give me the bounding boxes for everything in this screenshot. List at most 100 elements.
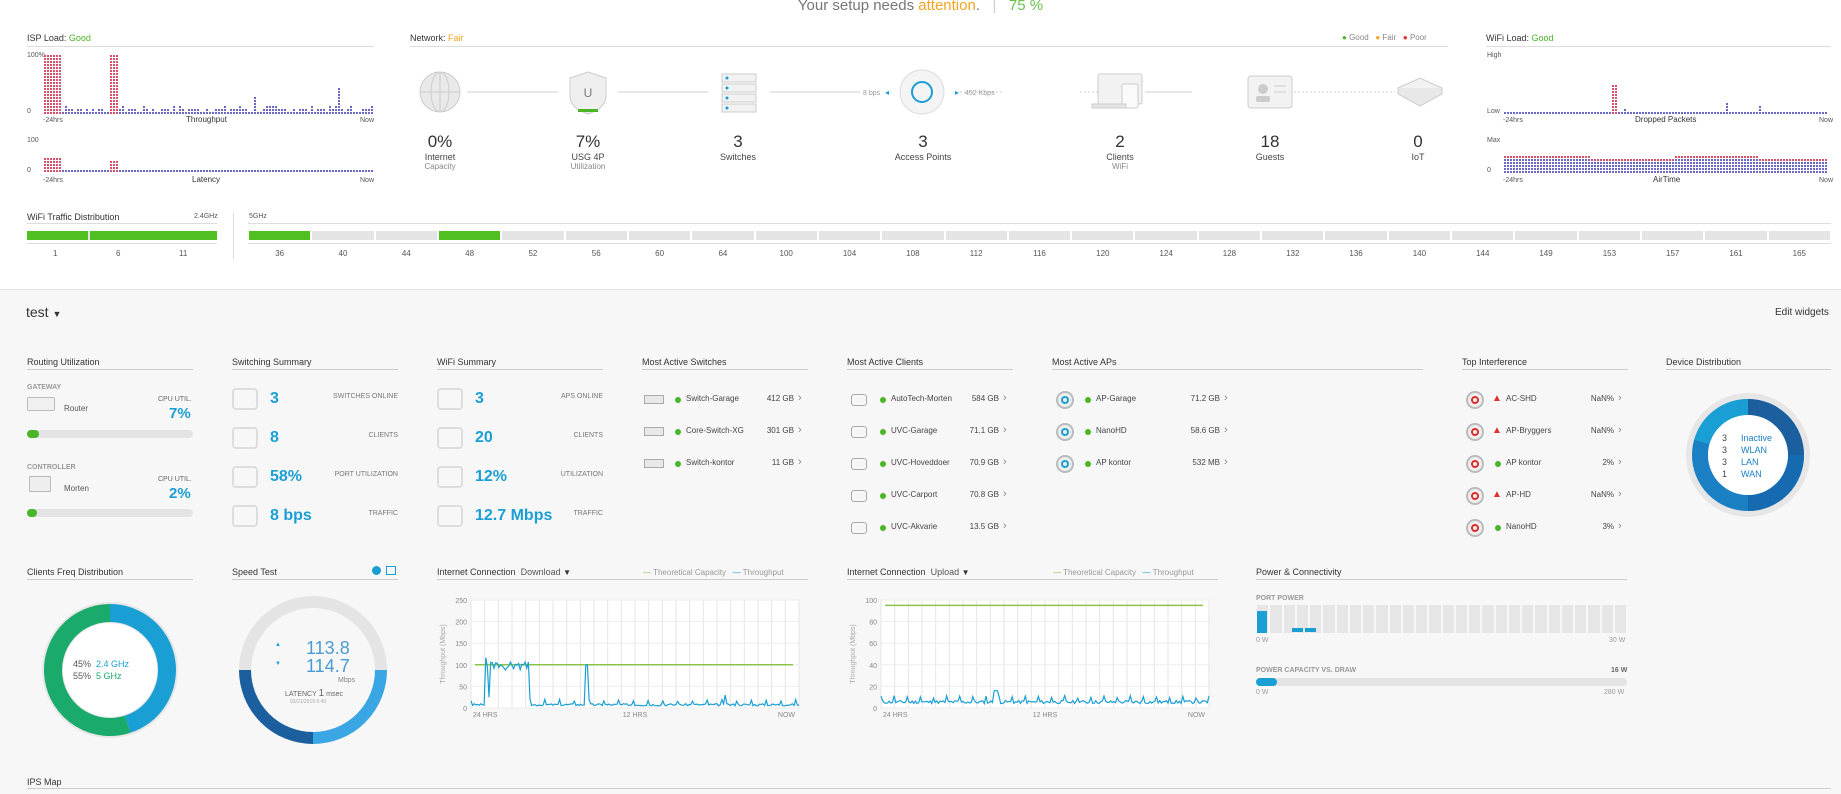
network-node[interactable]: 18 Guests bbox=[1220, 132, 1320, 162]
list-item[interactable]: ▲ AC-SHD NaN% › bbox=[1462, 391, 1628, 409]
speed-test-gauge bbox=[239, 596, 387, 744]
list-item[interactable]: Core-Switch-XG 301 GB › bbox=[642, 424, 808, 440]
throughput-mark bbox=[191, 112, 193, 114]
airtime-mark bbox=[1732, 171, 1734, 173]
airtime-mark bbox=[1555, 165, 1557, 167]
chevron-right-icon[interactable]: › bbox=[798, 456, 802, 468]
site-selector[interactable]: test ▼ bbox=[26, 304, 61, 320]
list-item[interactable]: UVC-Carport 70.8 GB › bbox=[847, 488, 1013, 504]
chevron-down-icon[interactable]: ▼ bbox=[563, 568, 572, 577]
chevron-right-icon[interactable]: › bbox=[1003, 424, 1007, 436]
airtime-mark bbox=[1633, 171, 1635, 173]
latency-mark bbox=[179, 170, 181, 172]
chevron-right-icon[interactable]: › bbox=[1003, 520, 1007, 532]
inet-down-mode[interactable]: Download bbox=[520, 567, 561, 577]
list-item[interactable]: NanoHD 58.6 GB › bbox=[1052, 423, 1234, 441]
port-power-slot bbox=[1363, 605, 1375, 633]
airtime-mark bbox=[1561, 156, 1563, 158]
gateway-cpu-label: CPU UTIL. bbox=[158, 396, 192, 403]
status-attention[interactable]: attention bbox=[918, 0, 976, 14]
list-item[interactable]: Switch-Garage 412 GB › bbox=[642, 392, 808, 408]
chevron-right-icon[interactable]: › bbox=[798, 392, 802, 404]
throughput-mark bbox=[317, 109, 319, 111]
latency-mark bbox=[143, 170, 145, 172]
airtime-mark bbox=[1615, 171, 1617, 173]
airtime-mark bbox=[1636, 165, 1638, 167]
client-icon bbox=[851, 458, 867, 470]
chevron-right-icon[interactable]: › bbox=[1003, 392, 1007, 404]
airtime-mark bbox=[1675, 159, 1677, 161]
airtime-mark bbox=[1657, 159, 1659, 161]
dropped-mark bbox=[1717, 112, 1719, 114]
throughput-mark bbox=[224, 106, 226, 108]
chevron-right-icon[interactable]: › bbox=[1003, 456, 1007, 468]
latency-mark bbox=[296, 170, 298, 172]
airtime-mark bbox=[1705, 168, 1707, 170]
airtime-mark bbox=[1675, 168, 1677, 170]
latency-unit: msec bbox=[326, 691, 343, 698]
chevron-right-icon[interactable]: › bbox=[1003, 488, 1007, 500]
airtime-mark bbox=[1795, 171, 1797, 173]
throughput-mark bbox=[254, 97, 256, 99]
airtime-mark bbox=[1789, 168, 1791, 170]
dropped-mark bbox=[1615, 97, 1617, 99]
chevron-right-icon[interactable]: › bbox=[1618, 520, 1622, 532]
network-node[interactable]: 0 IoT bbox=[1368, 132, 1468, 162]
network-node[interactable]: 7% USG 4P Utilization bbox=[538, 132, 638, 171]
list-item[interactable]: UVC-Garage 71.1 GB › bbox=[847, 424, 1013, 440]
channel-label: 44 bbox=[401, 249, 411, 258]
latency-mark bbox=[104, 170, 106, 172]
throughput-mark bbox=[62, 112, 64, 114]
ap-ring-icon bbox=[1471, 460, 1479, 468]
list-item[interactable]: AP-Garage 71.2 GB › bbox=[1052, 391, 1234, 409]
y-tick: 150 bbox=[455, 641, 467, 648]
throughput-mark bbox=[158, 112, 160, 114]
list-item[interactable]: ▲ AP-Bryggers NaN% › bbox=[1462, 423, 1628, 441]
airtime-mark bbox=[1693, 159, 1695, 161]
airtime-mark bbox=[1531, 168, 1533, 170]
list-item[interactable]: UVC-Hoveddoer 70.9 GB › bbox=[847, 456, 1013, 472]
airtime-mark bbox=[1657, 171, 1659, 173]
play-icon[interactable] bbox=[372, 566, 381, 575]
list-item[interactable]: ▲ AP-HD NaN% › bbox=[1462, 487, 1628, 505]
airtime-mark bbox=[1801, 162, 1803, 164]
airtime-mark bbox=[1582, 159, 1584, 161]
dropped-mark bbox=[1615, 106, 1617, 108]
chevron-right-icon[interactable]: › bbox=[1224, 424, 1228, 436]
history-icon[interactable] bbox=[386, 566, 396, 575]
throughput-mark bbox=[59, 61, 61, 63]
chevron-right-icon[interactable]: › bbox=[1618, 392, 1622, 404]
throughput-mark bbox=[116, 64, 118, 66]
list-item[interactable]: AutoTech-Morten 584 GB › bbox=[847, 392, 1013, 408]
network-node[interactable]: 2 Clients WiFi bbox=[1070, 132, 1170, 171]
network-node[interactable]: 3 Access Points bbox=[873, 132, 973, 162]
airtime-mark bbox=[1624, 162, 1626, 164]
airtime-mark bbox=[1753, 171, 1755, 173]
chevron-right-icon[interactable]: › bbox=[1618, 488, 1622, 500]
chevron-right-icon[interactable]: › bbox=[798, 424, 802, 436]
y-tick: 0 bbox=[873, 706, 877, 713]
list-item[interactable]: NanoHD 3% › bbox=[1462, 519, 1628, 537]
airtime-mark bbox=[1705, 159, 1707, 161]
throughput-mark bbox=[317, 112, 319, 114]
chevron-right-icon[interactable]: › bbox=[1618, 424, 1622, 436]
chevron-right-icon[interactable]: › bbox=[1224, 456, 1228, 468]
airtime-mark bbox=[1678, 171, 1680, 173]
network-node[interactable]: 0% Internet Capacity bbox=[390, 132, 490, 171]
latency-mark bbox=[56, 170, 58, 172]
chevron-down-icon[interactable]: ▼ bbox=[961, 568, 970, 577]
network-node[interactable]: 3 Switches bbox=[688, 132, 788, 162]
chevron-right-icon[interactable]: › bbox=[1618, 456, 1622, 468]
airtime-mark bbox=[1687, 162, 1689, 164]
chevron-right-icon[interactable]: › bbox=[1224, 392, 1228, 404]
edit-widgets-button[interactable]: Edit widgets bbox=[1775, 307, 1829, 318]
inet-up-mode[interactable]: Upload bbox=[930, 567, 960, 577]
list-item[interactable]: Switch-kontor 11 GB › bbox=[642, 456, 808, 472]
airtime-mark bbox=[1801, 165, 1803, 167]
list-item[interactable]: UVC-Akvarie 13.5 GB › bbox=[847, 520, 1013, 536]
legend-poor: Poor bbox=[1409, 33, 1427, 42]
list-item[interactable]: AP kontor 532 MB › bbox=[1052, 455, 1234, 473]
latency-mark bbox=[344, 170, 346, 172]
list-item[interactable]: AP kontor 2% › bbox=[1462, 455, 1628, 473]
airtime-mark bbox=[1666, 162, 1668, 164]
